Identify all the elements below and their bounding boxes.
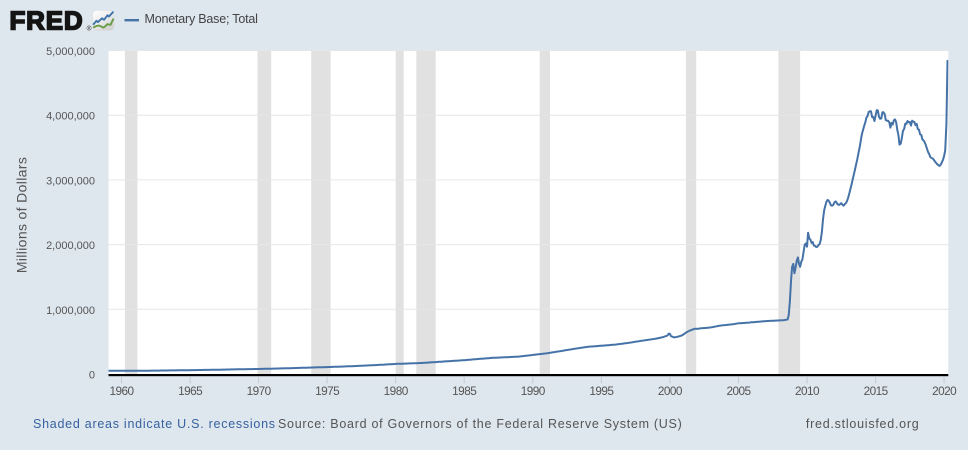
svg-text:2020: 2020 [932,384,957,398]
svg-text:1975: 1975 [315,384,340,398]
svg-text:4,000,000: 4,000,000 [46,111,95,123]
svg-text:1985: 1985 [452,384,477,398]
svg-text:1965: 1965 [178,384,203,398]
svg-text:5,000,000: 5,000,000 [46,46,95,58]
svg-text:Shaded areas indicate U.S. rec: Shaded areas indicate U.S. recessions [33,417,276,431]
svg-text:2000: 2000 [658,384,683,398]
svg-text:fred.stlouisfed.org: fred.stlouisfed.org [806,417,920,431]
svg-text:Source: Board of Governors of: Source: Board of Governors of the Federa… [278,417,682,431]
svg-text:2010: 2010 [795,384,820,398]
svg-text:1970: 1970 [247,384,272,398]
svg-text:1990: 1990 [521,384,546,398]
svg-text:Millions of Dollars: Millions of Dollars [14,157,30,273]
svg-text:FRED: FRED [10,5,84,35]
svg-text:1980: 1980 [384,384,409,398]
svg-text:1960: 1960 [109,384,134,398]
svg-text:0: 0 [89,370,95,382]
svg-text:1995: 1995 [589,384,614,398]
svg-text:®: ® [87,25,92,33]
svg-text:2,000,000: 2,000,000 [46,240,95,252]
svg-text:Monetary Base; Total: Monetary Base; Total [145,12,258,26]
svg-text:1,000,000: 1,000,000 [46,305,95,317]
svg-text:2005: 2005 [726,384,751,398]
svg-text:3,000,000: 3,000,000 [46,175,95,187]
svg-text:2015: 2015 [864,384,889,398]
